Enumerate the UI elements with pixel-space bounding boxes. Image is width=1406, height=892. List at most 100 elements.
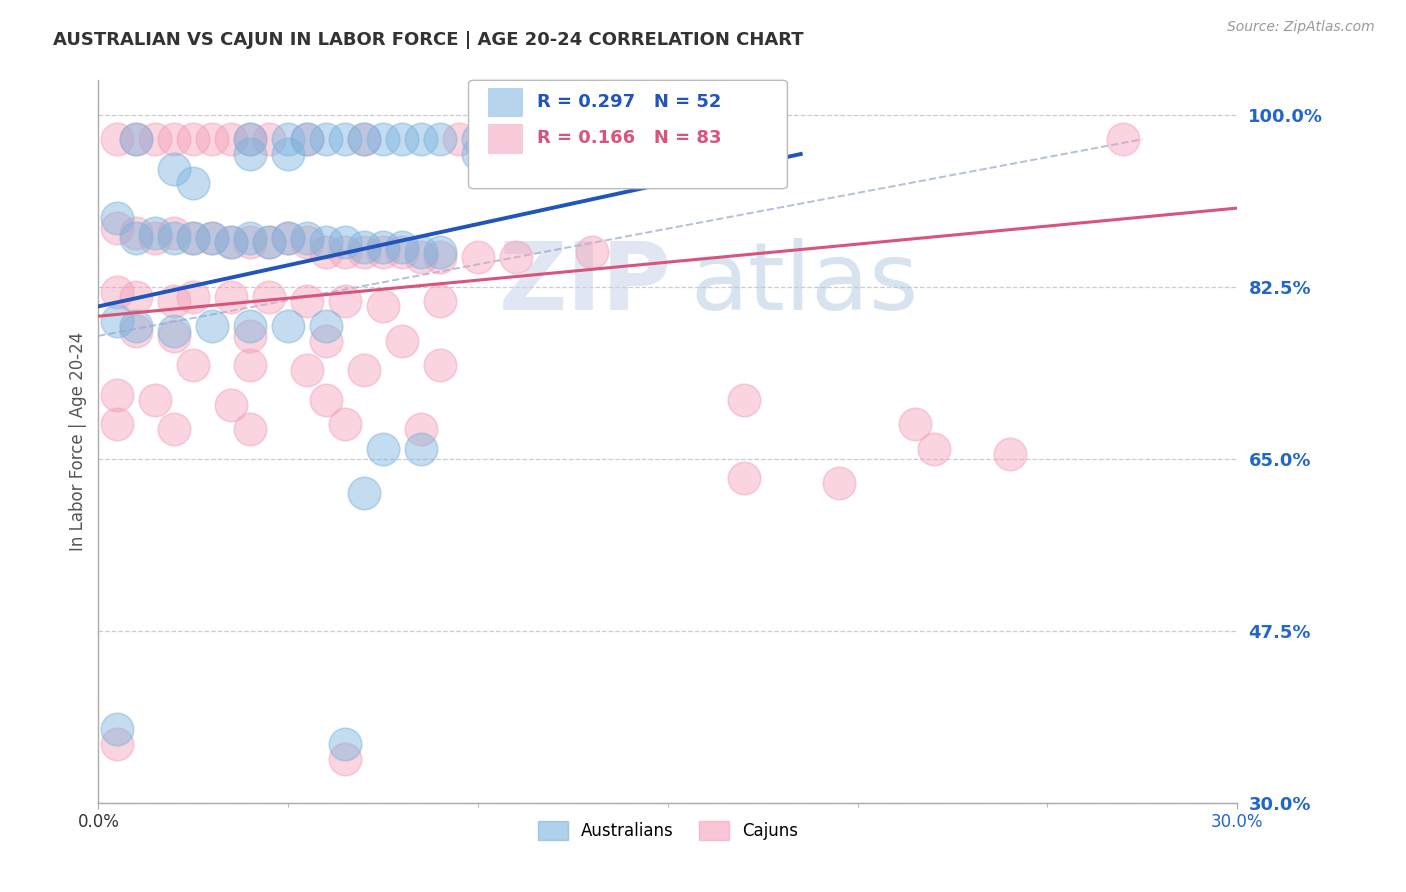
- Point: [315, 245, 337, 260]
- Text: atlas: atlas: [690, 238, 920, 330]
- Point: [297, 132, 319, 146]
- Point: [449, 132, 471, 146]
- Point: [353, 363, 375, 377]
- Point: [391, 132, 413, 146]
- Point: [353, 132, 375, 146]
- Point: [277, 230, 299, 244]
- Point: [371, 245, 394, 260]
- Point: [371, 299, 394, 313]
- Point: [277, 147, 299, 161]
- Point: [335, 751, 357, 765]
- Point: [145, 392, 167, 407]
- Point: [335, 417, 357, 432]
- Point: [353, 132, 375, 146]
- Point: [505, 250, 527, 264]
- Point: [371, 240, 394, 254]
- Point: [315, 319, 337, 334]
- Point: [297, 230, 319, 244]
- Point: [259, 132, 281, 146]
- Point: [163, 324, 186, 338]
- Point: [429, 245, 451, 260]
- Point: [619, 132, 641, 146]
- Y-axis label: In Labor Force | Age 20-24: In Labor Force | Age 20-24: [69, 332, 87, 551]
- Point: [221, 132, 243, 146]
- Point: [239, 422, 262, 436]
- Point: [733, 471, 755, 485]
- Point: [335, 235, 357, 250]
- Point: [145, 230, 167, 244]
- Point: [107, 314, 129, 328]
- FancyBboxPatch shape: [488, 87, 522, 117]
- Point: [353, 240, 375, 254]
- Point: [239, 235, 262, 250]
- Point: [922, 442, 945, 456]
- Point: [107, 417, 129, 432]
- Point: [467, 147, 489, 161]
- Point: [411, 442, 433, 456]
- Point: [201, 132, 224, 146]
- Point: [163, 422, 186, 436]
- Point: [335, 245, 357, 260]
- Point: [125, 319, 148, 334]
- Legend: Australians, Cajuns: Australians, Cajuns: [531, 814, 804, 847]
- Point: [411, 250, 433, 264]
- Point: [429, 250, 451, 264]
- Point: [411, 422, 433, 436]
- Text: Source: ZipAtlas.com: Source: ZipAtlas.com: [1227, 20, 1375, 34]
- Point: [107, 220, 129, 235]
- Point: [315, 392, 337, 407]
- Point: [581, 132, 603, 146]
- Point: [315, 334, 337, 348]
- Text: R = 0.166   N = 83: R = 0.166 N = 83: [537, 129, 721, 147]
- Point: [411, 245, 433, 260]
- Point: [107, 132, 129, 146]
- Point: [411, 132, 433, 146]
- Point: [239, 132, 262, 146]
- Point: [221, 398, 243, 412]
- Point: [239, 132, 262, 146]
- Point: [239, 359, 262, 373]
- Point: [335, 294, 357, 309]
- Point: [183, 230, 205, 244]
- Point: [125, 132, 148, 146]
- Point: [277, 319, 299, 334]
- Point: [163, 230, 186, 244]
- Point: [107, 737, 129, 751]
- Point: [998, 447, 1021, 461]
- Point: [107, 211, 129, 225]
- Point: [259, 235, 281, 250]
- Point: [297, 132, 319, 146]
- Point: [107, 722, 129, 736]
- Point: [259, 289, 281, 303]
- Point: [107, 388, 129, 402]
- Point: [391, 334, 413, 348]
- Point: [239, 329, 262, 343]
- Point: [429, 294, 451, 309]
- Point: [163, 226, 186, 240]
- Point: [145, 132, 167, 146]
- Point: [239, 147, 262, 161]
- Point: [315, 132, 337, 146]
- Point: [733, 392, 755, 407]
- Point: [125, 226, 148, 240]
- Point: [467, 132, 489, 146]
- Point: [163, 132, 186, 146]
- Point: [163, 161, 186, 176]
- FancyBboxPatch shape: [488, 124, 522, 153]
- Text: AUSTRALIAN VS CAJUN IN LABOR FORCE | AGE 20-24 CORRELATION CHART: AUSTRALIAN VS CAJUN IN LABOR FORCE | AGE…: [53, 31, 804, 49]
- Point: [297, 294, 319, 309]
- Point: [183, 289, 205, 303]
- Point: [201, 230, 224, 244]
- Point: [201, 319, 224, 334]
- Point: [183, 359, 205, 373]
- Point: [183, 177, 205, 191]
- Point: [828, 476, 851, 491]
- Text: R = 0.297   N = 52: R = 0.297 N = 52: [537, 93, 721, 111]
- Point: [125, 132, 148, 146]
- Point: [371, 442, 394, 456]
- Point: [125, 230, 148, 244]
- Point: [391, 240, 413, 254]
- Point: [239, 230, 262, 244]
- Point: [201, 230, 224, 244]
- Point: [107, 285, 129, 299]
